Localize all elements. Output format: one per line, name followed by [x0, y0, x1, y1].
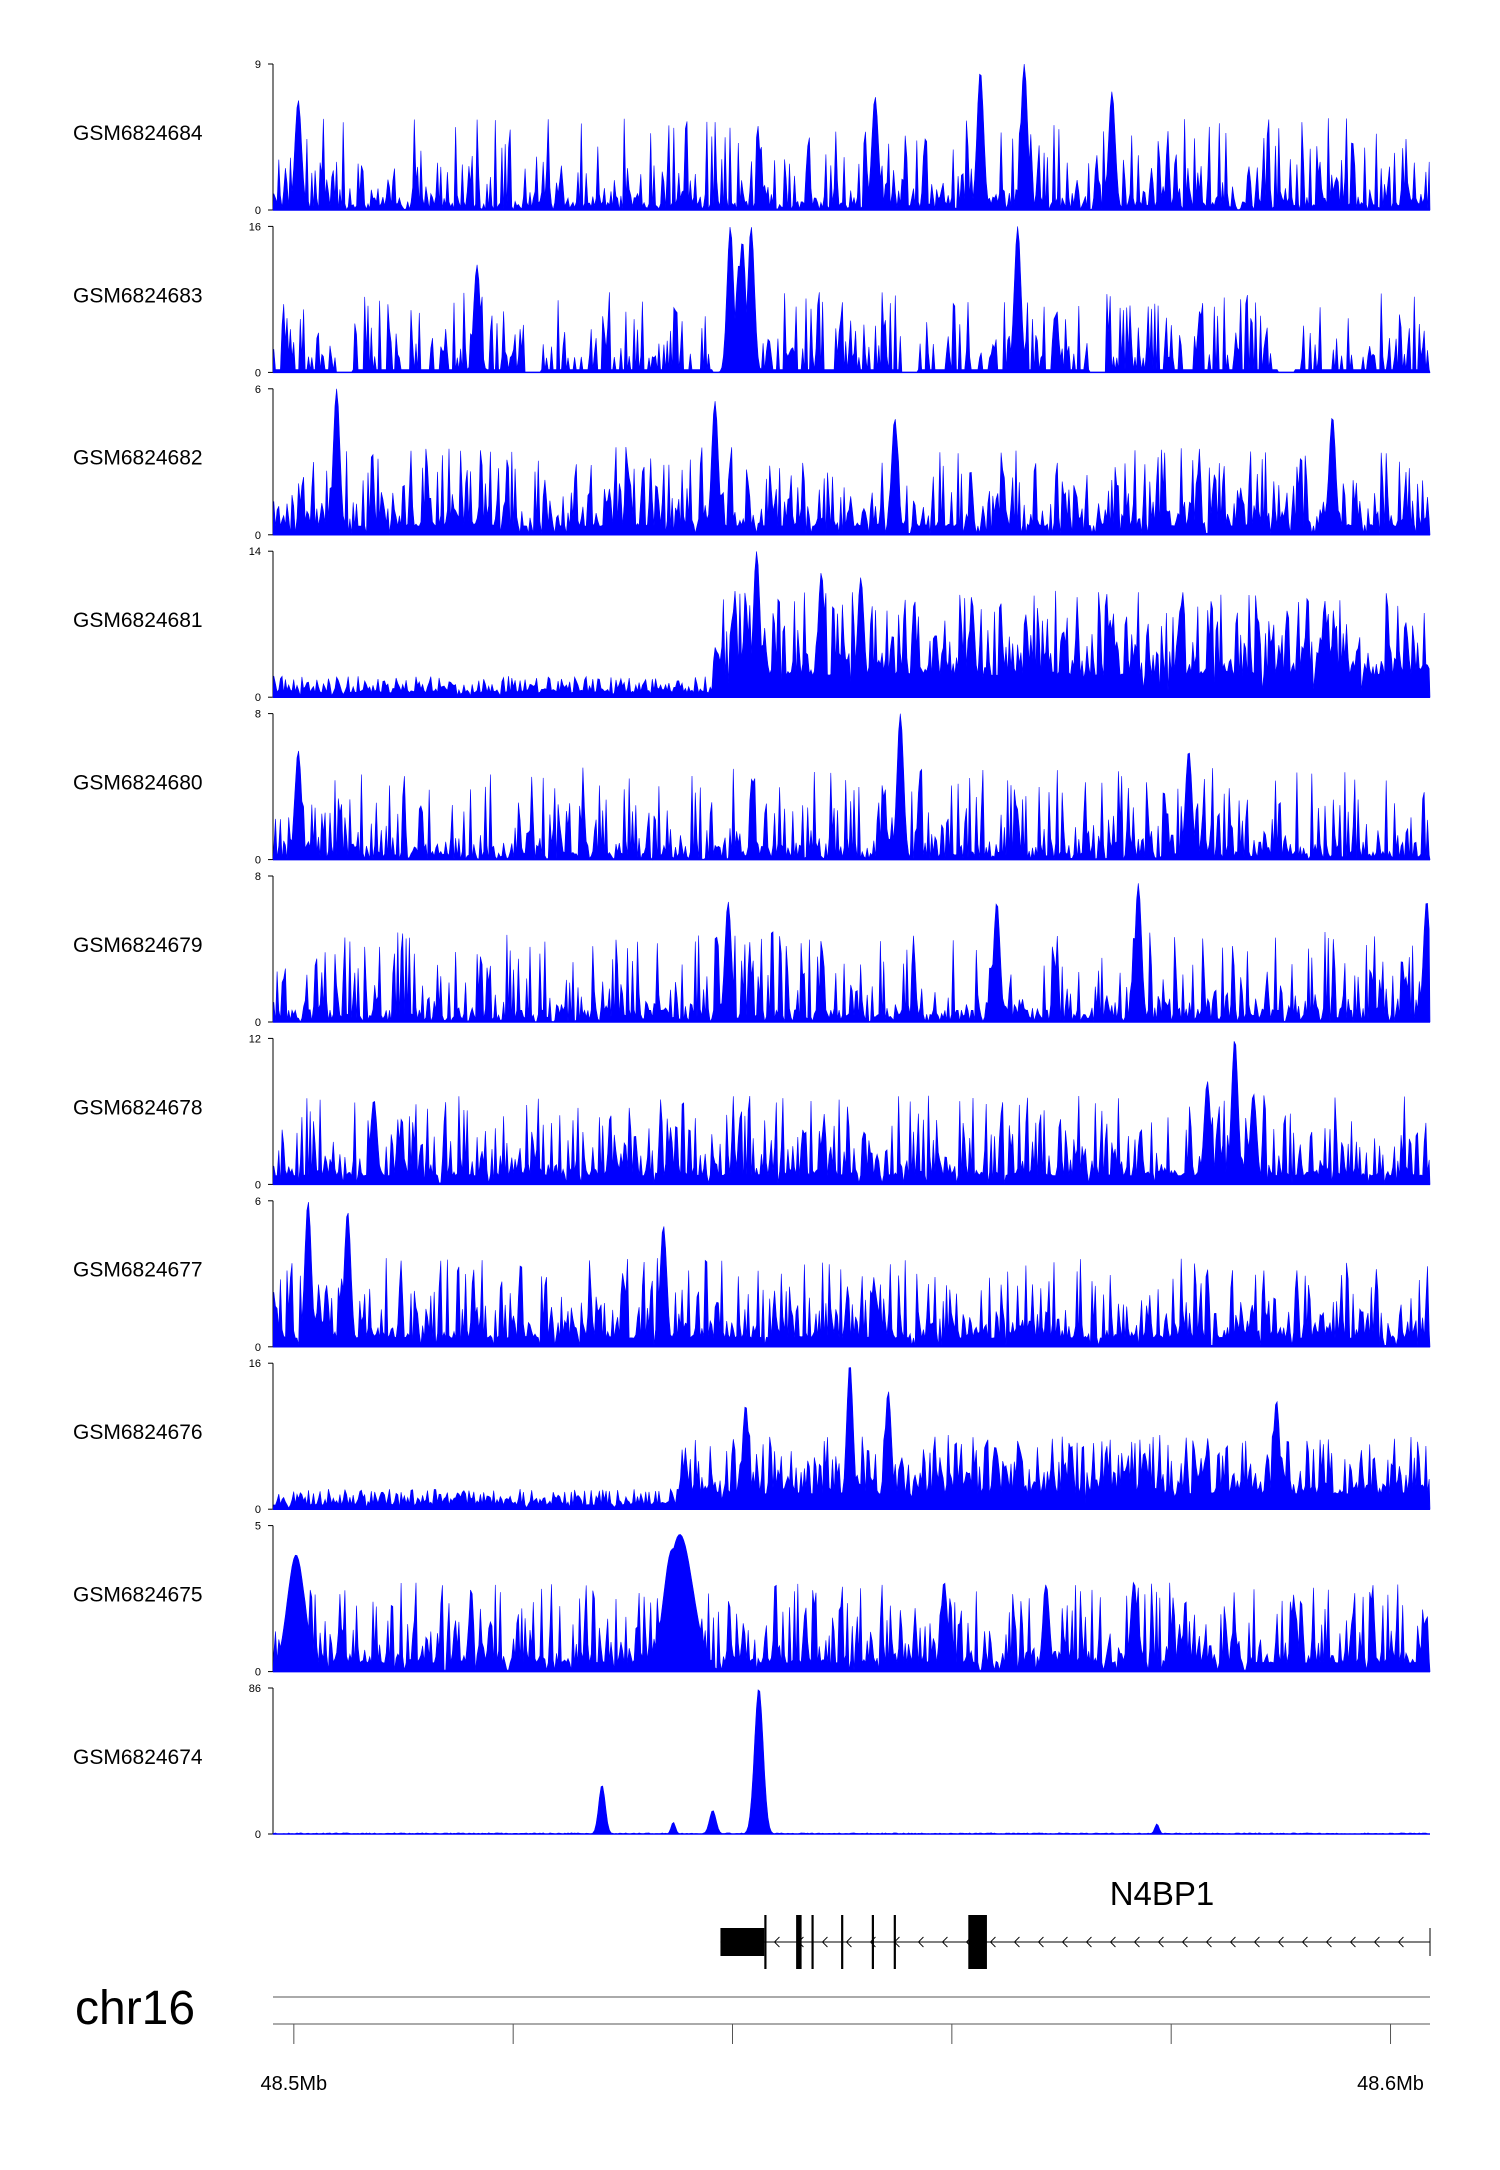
- coverage-area: [272, 1041, 1431, 1185]
- x-tick-label: 48.6Mb: [1357, 2073, 1424, 2095]
- strand-arrow: [1157, 1936, 1164, 1948]
- y-tick-label-max: 8: [255, 709, 261, 721]
- gene-track: N4BP1: [720, 1875, 1431, 1969]
- track-label: GSM6824683: [73, 284, 203, 307]
- y-tick-label-max: 12: [249, 1033, 261, 1045]
- track-GSM6824678: GSM6824678 12 0: [73, 1033, 1431, 1191]
- track-label: GSM6824676: [73, 1421, 203, 1444]
- y-tick-label-max: 6: [255, 1196, 261, 1208]
- strand-arrow: [1397, 1936, 1404, 1948]
- strand-arrow: [1229, 1936, 1236, 1948]
- strand-arrow: [1349, 1936, 1356, 1948]
- coverage-area: [272, 63, 1431, 211]
- y-tick-label-max: 5: [255, 1521, 261, 1533]
- utr-block: [720, 1928, 765, 1956]
- chromosome-axis: chr16 48.5Mb 48.6Mb: [75, 1982, 1430, 2095]
- track-label: GSM6824682: [73, 447, 203, 470]
- coverage-area: [272, 1689, 1430, 1835]
- exon-block: [811, 1915, 814, 1969]
- y-tick-label-zero: 0: [255, 855, 261, 867]
- y-tick-label-max: 6: [255, 384, 261, 396]
- y-tick-label-zero: 0: [255, 530, 261, 542]
- track-label: GSM6824679: [73, 934, 203, 957]
- x-tick-label: 48.5Mb: [260, 2073, 327, 2095]
- track-GSM6824677: GSM6824677 6 0: [73, 1196, 1431, 1354]
- coverage-area: [272, 713, 1431, 861]
- strand-arrow: [1205, 1936, 1212, 1948]
- y-tick-label-zero: 0: [255, 205, 261, 217]
- track-label: GSM6824681: [73, 609, 203, 632]
- track-GSM6824684: GSM6824684 9 0: [73, 59, 1431, 217]
- strand-arrow: [1109, 1936, 1116, 1948]
- y-tick-label-zero: 0: [255, 1829, 261, 1841]
- strand-arrow: [845, 1936, 852, 1948]
- track-GSM6824676: GSM6824676 16 0: [73, 1358, 1431, 1516]
- y-tick-label-zero: 0: [255, 1017, 261, 1029]
- strand-arrow: [989, 1936, 996, 1948]
- y-tick-label-max: 14: [249, 546, 261, 558]
- strand-arrow: [917, 1936, 924, 1948]
- coverage-area: [272, 226, 1431, 373]
- y-tick-label-zero: 0: [255, 692, 261, 704]
- y-tick-label-max: 9: [255, 59, 261, 71]
- track-GSM6824681: GSM6824681 14 0: [73, 546, 1431, 704]
- strand-arrow: [1253, 1936, 1260, 1948]
- y-tick-label-max: 16: [249, 1358, 261, 1370]
- gene-name: N4BP1: [1110, 1875, 1215, 1912]
- y-tick-label-max: 8: [255, 871, 261, 883]
- strand-arrow: [773, 1936, 780, 1948]
- coverage-area: [272, 1202, 1431, 1348]
- exon-block: [968, 1915, 987, 1969]
- strand-arrow: [1301, 1936, 1308, 1948]
- track-GSM6824682: GSM6824682 6 0: [73, 384, 1431, 542]
- track-label: GSM6824684: [73, 122, 203, 145]
- track-label: GSM6824678: [73, 1096, 203, 1119]
- exon-block: [764, 1915, 767, 1969]
- strand-arrow: [1037, 1936, 1044, 1948]
- strand-arrow: [1133, 1936, 1140, 1948]
- strand-arrow: [1181, 1936, 1188, 1948]
- strand-arrow: [1373, 1936, 1380, 1948]
- exon-block: [796, 1915, 802, 1969]
- track-GSM6824683: GSM6824683 16 0: [73, 221, 1431, 379]
- y-tick-label-zero: 0: [255, 1342, 261, 1354]
- exon-block: [871, 1915, 874, 1969]
- exon-block: [893, 1915, 896, 1969]
- y-tick-label-max: 16: [249, 221, 261, 233]
- coverage-area: [272, 1367, 1431, 1510]
- y-tick-label-zero: 0: [255, 367, 261, 379]
- coverage-area: [272, 551, 1431, 698]
- track-label: GSM6824675: [73, 1584, 203, 1607]
- coverage-tracks: GSM682468490GSM6824683160GSM682468260GSM…: [73, 59, 1431, 1841]
- strand-arrow: [821, 1936, 828, 1948]
- y-tick-label-zero: 0: [255, 1179, 261, 1191]
- strand-arrow: [1013, 1936, 1020, 1948]
- track-GSM6824675: GSM6824675 5 0: [73, 1521, 1431, 1679]
- track-label: GSM6824677: [73, 1259, 203, 1282]
- track-GSM6824679: GSM6824679 8 0: [73, 871, 1431, 1029]
- track-GSM6824680: GSM6824680 8 0: [73, 709, 1431, 867]
- track-GSM6824674: GSM6824674 86 0: [73, 1683, 1430, 1841]
- strand-arrow: [1085, 1936, 1092, 1948]
- track-label: GSM6824680: [73, 772, 203, 795]
- y-tick-label-max: 86: [249, 1683, 261, 1695]
- y-tick-label-zero: 0: [255, 1667, 261, 1679]
- strand-arrow: [1325, 1936, 1332, 1948]
- coverage-area: [272, 388, 1431, 536]
- coverage-area: [272, 1534, 1431, 1672]
- strand-arrow: [1277, 1936, 1284, 1948]
- strand-arrow: [1061, 1936, 1068, 1948]
- chromosome-name: chr16: [75, 1982, 195, 2035]
- coverage-area: [272, 883, 1431, 1023]
- y-tick-label-zero: 0: [255, 1504, 261, 1516]
- exon-block: [841, 1915, 844, 1969]
- strand-arrow: [941, 1936, 948, 1948]
- track-label: GSM6824674: [73, 1746, 203, 1769]
